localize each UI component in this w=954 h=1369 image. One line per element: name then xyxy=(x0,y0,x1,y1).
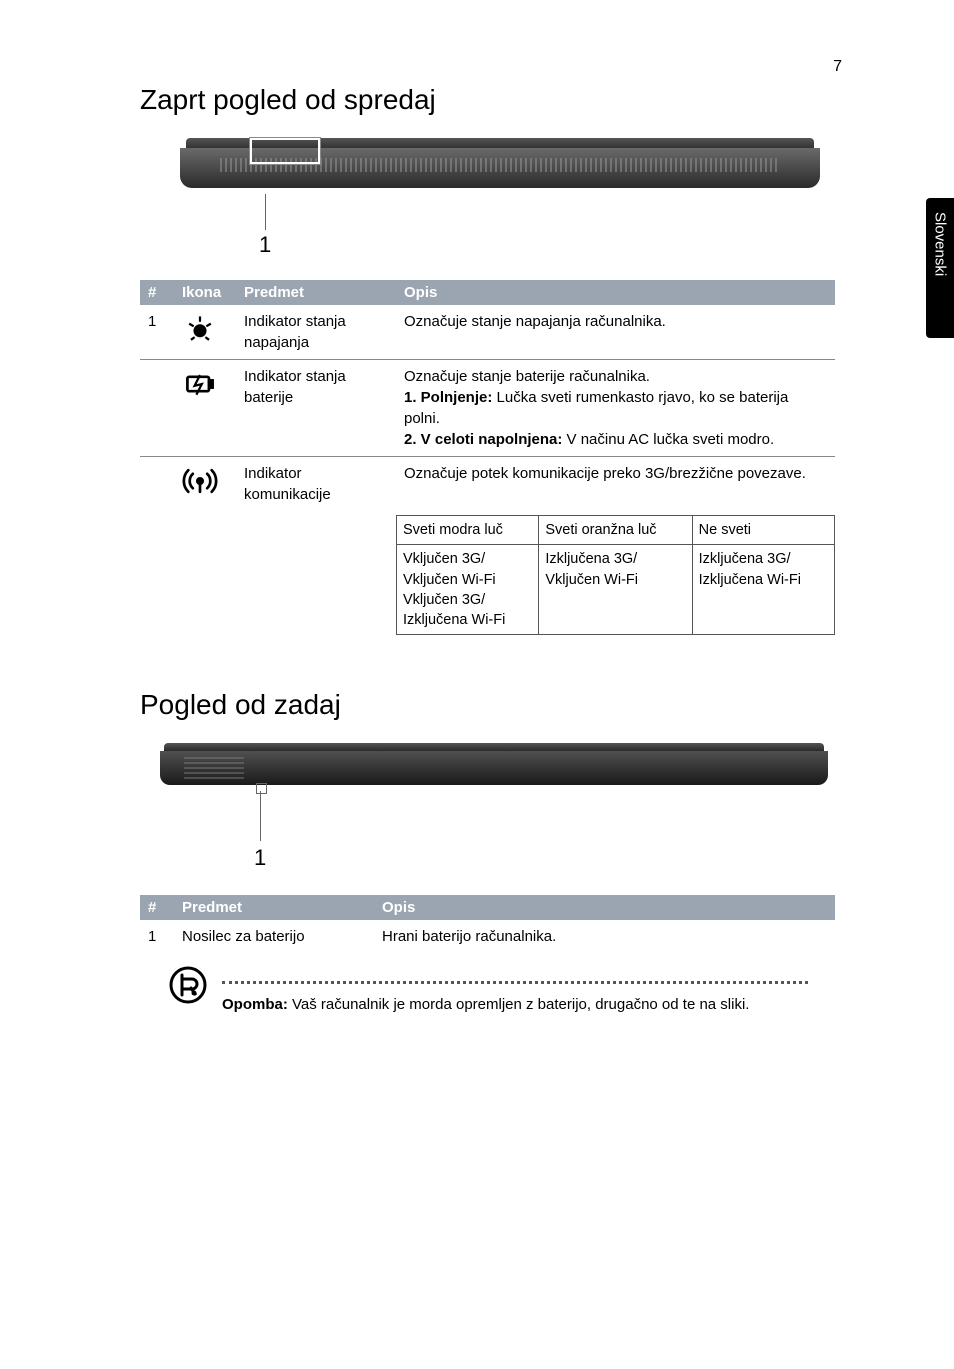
battery-icon xyxy=(174,360,236,457)
row3-subject: Indikator komunikacije xyxy=(236,457,396,512)
sub-h1: Sveti modra luč xyxy=(397,516,539,545)
rear-row1-desc: Hrani baterijo računalnika. xyxy=(374,920,835,953)
laptop-front-mock xyxy=(180,138,820,188)
col-num: # xyxy=(140,280,174,305)
col-subject: Predmet xyxy=(236,280,396,305)
rear-col-num: # xyxy=(140,895,174,920)
section2-heading: Pogled od zadaj xyxy=(140,689,844,721)
rear-col-subject: Predmet xyxy=(174,895,374,920)
note-divider xyxy=(222,981,808,984)
rear-callout-1 xyxy=(260,791,261,841)
comm-status-subtable: Sveti modra luč Sveti oranžna luč Ne sve… xyxy=(396,515,835,635)
col-desc: Opis xyxy=(396,280,835,305)
front-indicators-table: # Ikona Predmet Opis 1 Indikator stanja … xyxy=(140,280,835,641)
callout-line-1 xyxy=(265,194,266,230)
language-tab: Slovenski xyxy=(926,198,954,338)
sub-h2: Sveti oranžna luč xyxy=(539,516,692,545)
laptop-rear-mock xyxy=(160,743,828,785)
note-icon xyxy=(168,965,208,1010)
rear-row1-subject: Nosilec za baterijo xyxy=(174,920,374,953)
row1-desc: Označuje stanje napajanja računalnika. xyxy=(396,305,835,360)
callout-highlight xyxy=(250,138,320,164)
row3-desc: Označuje potek komunikacije preko 3G/bre… xyxy=(396,457,835,512)
page-number: 7 xyxy=(833,58,842,76)
row2-after2: V načinu AC lučka sveti modro. xyxy=(562,431,774,448)
note-body: Vaš računalnik je morda opremljen z bate… xyxy=(288,996,750,1013)
power-icon xyxy=(174,305,236,360)
sub-h3: Ne sveti xyxy=(692,516,834,545)
sub-c2: Izključena 3G/ Vključen Wi-Fi xyxy=(539,545,692,635)
front-view-figure xyxy=(140,138,844,260)
rear-row1-num: 1 xyxy=(140,920,174,953)
row2-num xyxy=(140,360,174,457)
section1-heading: Zaprt pogled od spredaj xyxy=(140,84,844,116)
row2-desc-line1: Označuje stanje baterije računalnika. xyxy=(404,368,650,385)
wireless-icon xyxy=(174,457,236,512)
note-block: Opomba: Vaš računalnik je morda opremlje… xyxy=(168,981,808,1015)
rear-col-desc: Opis xyxy=(374,895,835,920)
row1-num: 1 xyxy=(140,305,174,360)
rear-table: # Predmet Opis 1 Nosilec za baterijo Hra… xyxy=(140,895,835,953)
sub-c1: Vključen 3G/ Vključen Wi-Fi Vključen 3G/… xyxy=(397,545,539,635)
row2-bold1: 1. Polnjenje: xyxy=(404,389,492,406)
row2-subject: Indikator stanja baterije xyxy=(236,360,396,457)
row3-num xyxy=(140,457,174,512)
col-icon: Ikona xyxy=(174,280,236,305)
note-text: Opomba: Vaš računalnik je morda opremlje… xyxy=(222,994,808,1015)
rear-view-figure xyxy=(140,743,844,875)
row2-bold2: 2. V celoti napolnjena: xyxy=(404,431,562,448)
row1-subject: Indikator stanja napajanja xyxy=(236,305,396,360)
row2-desc: Označuje stanje baterije računalnika. 1.… xyxy=(396,360,835,457)
sub-c3: Izključena 3G/ Izključena Wi-Fi xyxy=(692,545,834,635)
note-label: Opomba: xyxy=(222,996,288,1013)
